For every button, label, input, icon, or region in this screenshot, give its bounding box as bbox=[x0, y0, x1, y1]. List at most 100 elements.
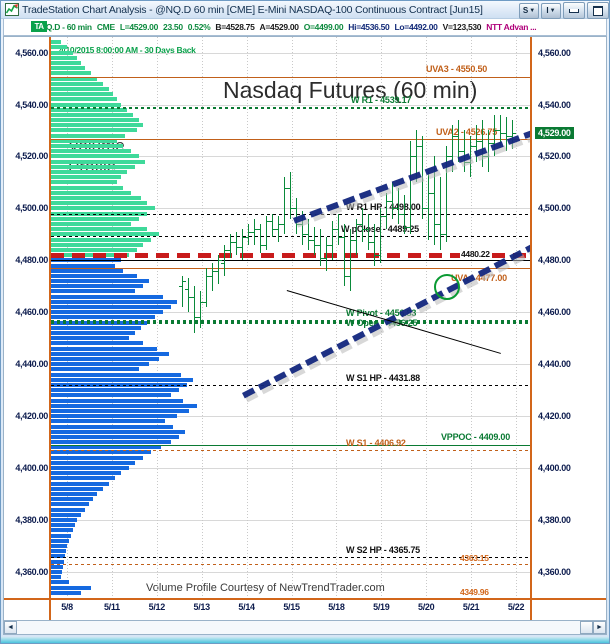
x-axis-tick-label: 5/18 bbox=[328, 602, 345, 612]
bar-close-tick bbox=[255, 229, 258, 231]
gridline-horizontal bbox=[51, 260, 530, 262]
bar-open-tick bbox=[245, 236, 248, 238]
gridline-vertical bbox=[336, 37, 338, 598]
price-bar bbox=[494, 114, 495, 157]
volume-profile-bar bbox=[51, 393, 171, 398]
price-level-label-uva: UVA - 4477.00 bbox=[451, 273, 507, 284]
gridline-horizontal bbox=[51, 104, 530, 106]
volume-profile-bar bbox=[51, 118, 139, 123]
y-axis-tick-label: 4,540.00 bbox=[538, 99, 571, 110]
y-axis-tick-label: 4,480.00 bbox=[15, 255, 48, 266]
price-bar bbox=[446, 146, 447, 243]
volume-profile-bar bbox=[51, 227, 147, 232]
bar-open-tick bbox=[341, 236, 344, 238]
bar-open-tick bbox=[197, 317, 200, 319]
indicator-dropdown-button[interactable]: I ▼ bbox=[541, 2, 561, 19]
scroll-left-button[interactable]: ◄ bbox=[4, 621, 17, 634]
y-axis-tick-label: 4,560.00 bbox=[15, 47, 48, 58]
quote-bar: @NQ.D - 60 min CME L=4529.00 23.50 0.52%… bbox=[3, 19, 607, 36]
x-axis-tick-label: 5/14 bbox=[238, 602, 255, 612]
volume-profile-bar bbox=[51, 289, 135, 294]
x-axis-tick-label: 5/15 bbox=[283, 602, 300, 612]
gridline-vertical bbox=[291, 37, 293, 598]
price-bar bbox=[308, 218, 309, 250]
gridline-vertical bbox=[246, 37, 248, 598]
price-level-label-uva2: UVA2 - 4526.75 bbox=[436, 126, 498, 137]
price-axis-right[interactable]: 4,560.00 4,540.00 4,520.00 4,500.00 4,480.00… bbox=[530, 37, 606, 598]
volume-profile-bar bbox=[51, 549, 66, 554]
horizontal-scrollbar[interactable]: ◄ ► bbox=[3, 620, 607, 635]
axis-price-label: 4363.15 bbox=[460, 552, 489, 563]
bar-open-tick bbox=[215, 270, 218, 272]
maximize-button[interactable] bbox=[587, 2, 609, 19]
bar-open-tick bbox=[275, 229, 278, 231]
chart-date-range: 4/10/2015 8:00:00 AM - 30 Days Back bbox=[59, 45, 196, 55]
style-dropdown-button[interactable]: S ▼ bbox=[519, 2, 539, 19]
price-axis-left[interactable]: 4,560.00 4,540.00 4,520.00 4,500.00 4,480.00… bbox=[4, 37, 51, 598]
bar-open-tick bbox=[377, 255, 380, 257]
x-axis-tick-label: 5/12 bbox=[148, 602, 166, 612]
bar-close-tick bbox=[387, 200, 390, 202]
price-bar bbox=[416, 130, 417, 183]
scroll-right-button[interactable]: ► bbox=[593, 621, 606, 634]
price-bar bbox=[200, 291, 201, 328]
x-axis-tick-label: 5/21 bbox=[462, 602, 480, 612]
y-axis-tick-label: 4,520.00 bbox=[538, 151, 571, 162]
bar-open-tick bbox=[269, 221, 272, 223]
scrollbar-track[interactable] bbox=[17, 621, 580, 634]
volume-profile-bar bbox=[51, 92, 113, 97]
bar-close-tick bbox=[315, 244, 318, 246]
price-level-line-uva bbox=[51, 268, 530, 270]
date-axis[interactable]: 5/8 5/11 5/12 5/13 5/14 5/15 5/18 5/19 5/20 5/21 5… bbox=[4, 598, 606, 620]
volume-profile-bar bbox=[51, 71, 91, 76]
y-axis-tick-label: 4,440.00 bbox=[538, 359, 571, 370]
volume-profile-bar bbox=[51, 528, 73, 533]
bar-open-tick bbox=[383, 216, 386, 218]
bar-open-tick bbox=[317, 244, 320, 246]
bar-open-tick bbox=[425, 208, 428, 210]
quote-overflow[interactable]: NTT Advan ... bbox=[486, 22, 537, 32]
scroll-page-button[interactable] bbox=[580, 621, 593, 634]
bar-close-tick bbox=[225, 249, 228, 251]
bar-close-tick bbox=[399, 213, 402, 215]
bar-close-tick bbox=[375, 255, 378, 257]
volume-profile-bar bbox=[51, 45, 67, 50]
volume-profile-bar bbox=[51, 263, 115, 268]
chart-area[interactable]: 4,560.00 4,540.00 4,520.00 4,500.00 4,480.00… bbox=[3, 36, 607, 621]
bar-open-tick bbox=[455, 135, 458, 137]
volume-profile-bar bbox=[51, 533, 71, 538]
bar-close-tick bbox=[273, 229, 276, 231]
bar-close-tick bbox=[507, 135, 510, 137]
volume-profile-bar bbox=[51, 40, 61, 45]
bar-open-tick bbox=[221, 262, 224, 264]
volume-profile-bar bbox=[51, 102, 121, 107]
volume-profile-bar bbox=[51, 351, 169, 356]
volume-profile-bar bbox=[51, 221, 131, 226]
volume-profile-bar bbox=[51, 325, 141, 330]
price-bar bbox=[332, 221, 333, 261]
bar-close-tick bbox=[513, 133, 516, 135]
price-bar bbox=[278, 216, 279, 243]
volume-profile-bar bbox=[51, 315, 155, 320]
y-axis-tick-label: 4,460.00 bbox=[538, 307, 571, 318]
price-bar bbox=[452, 125, 453, 173]
quote-exchange: CME bbox=[96, 22, 115, 32]
volume-profile-bar bbox=[51, 299, 177, 304]
volume-profile-bar bbox=[51, 159, 145, 164]
bar-open-tick bbox=[407, 226, 410, 228]
minimize-button[interactable] bbox=[563, 2, 585, 19]
price-level-label-w-pivot: W Pivot - 4456.83 bbox=[346, 308, 417, 319]
volume-profile-bar bbox=[51, 149, 131, 154]
y-axis-tick-label: 4,360.00 bbox=[538, 566, 571, 577]
price-bar bbox=[290, 172, 291, 219]
plot-region[interactable]: Nasdaq Futures (60 min) 4/10/2015 8:00:0… bbox=[51, 37, 530, 598]
volume-profile-bar bbox=[51, 76, 97, 81]
y-axis-tick-label: 4,560.00 bbox=[538, 47, 571, 58]
price-level-label-w-s2-hp: W S2 HP - 4365.75 bbox=[346, 544, 420, 555]
volume-profile-bar bbox=[51, 242, 143, 247]
bar-open-tick bbox=[287, 187, 290, 189]
bar-open-tick bbox=[293, 208, 296, 210]
bar-close-tick bbox=[243, 236, 246, 238]
quote-symbol[interactable]: @NQ.D - 60 min bbox=[32, 22, 92, 32]
price-bar bbox=[314, 226, 315, 256]
